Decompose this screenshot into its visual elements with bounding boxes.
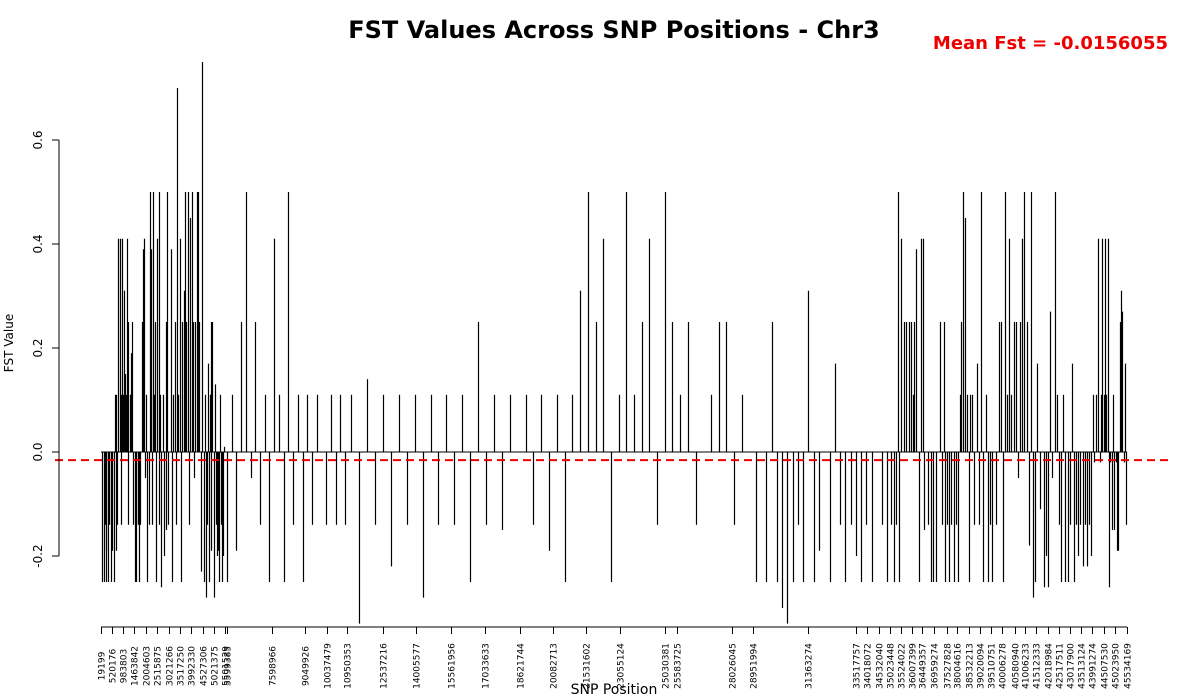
- x-tick-label: 34532040: [876, 643, 886, 689]
- x-tick-label: 5501529: [222, 646, 232, 686]
- y-tick-label: -0.2: [31, 544, 45, 567]
- x-tick-label: 36449357: [919, 643, 929, 689]
- x-tick-label: 12537216: [380, 643, 390, 689]
- x-tick-label: 3992330: [188, 646, 198, 686]
- x-tick-label: 43513124: [1078, 643, 1088, 689]
- x-tick-label: 7598966: [269, 646, 279, 686]
- x-tick-label: 3517250: [177, 646, 187, 686]
- x-tick-label: 31363274: [805, 643, 815, 689]
- x-tick-label: 35524022: [898, 643, 908, 689]
- x-tick-label: 40006278: [999, 643, 1009, 689]
- x-tick-label: 5599385: [224, 646, 234, 686]
- x-tick-label: 25583725: [674, 643, 684, 689]
- y-tick-label: 0.4: [31, 234, 45, 253]
- x-tick-label: 39510751: [988, 643, 998, 689]
- x-tick-label: 25030381: [662, 643, 672, 689]
- x-tick-label: 5021375: [211, 646, 221, 686]
- plot-area: [55, 62, 1172, 624]
- y-tick-label: 0.6: [31, 130, 45, 149]
- x-tick-label: 9049926: [302, 646, 312, 686]
- x-tick-label: 21531602: [583, 643, 593, 689]
- x-tick-label: 45023950: [1112, 643, 1122, 689]
- x-tick-label: 43991274: [1089, 643, 1099, 689]
- x-axis: 19199 520176 983803 1463842 2004603 2515875 30…: [98, 626, 1134, 689]
- y-tick-label: 0.2: [31, 338, 45, 357]
- x-tick-label: 520176: [109, 649, 119, 684]
- x-tick-label: 20082713: [550, 643, 560, 689]
- x-tick-label: 3021266: [166, 646, 176, 686]
- x-tick-label: 28951994: [750, 643, 760, 689]
- x-axis-label: SNP Position: [571, 682, 658, 698]
- fst-bars: [101, 62, 1128, 624]
- x-tick-label: 35023448: [887, 643, 897, 689]
- x-tick-label: 4527306: [200, 646, 210, 686]
- x-tick-label: 44507530: [1101, 643, 1111, 689]
- mean-fst-annotation: Mean Fst = -0.0156055: [933, 33, 1168, 54]
- chart-title: FST Values Across SNP Positions - Chr3: [348, 16, 880, 44]
- x-tick-label: 37527828: [944, 643, 954, 689]
- y-tick-label: 0.0: [31, 442, 45, 461]
- x-tick-label: 19199: [98, 651, 108, 680]
- x-tick-label: 28026045: [729, 643, 739, 689]
- x-tick-label: 42018984: [1045, 643, 1055, 689]
- x-tick-label: 41006233: [1022, 643, 1032, 689]
- x-tick-label: 14005577: [413, 643, 423, 689]
- x-tick-label: 39020094: [977, 643, 987, 689]
- x-tick-label: 36959274: [931, 643, 941, 689]
- x-tick-label: 18621744: [517, 643, 527, 689]
- x-tick-label: 38004616: [954, 643, 964, 689]
- x-tick-label: 41512333: [1033, 643, 1043, 689]
- x-tick-label: 983803: [120, 649, 130, 683]
- x-tick-label: 10950353: [344, 643, 354, 689]
- x-tick-label: 45534169: [1124, 643, 1134, 689]
- y-axis-label: FST Value: [2, 314, 16, 372]
- x-tick-label: 40580940: [1012, 643, 1022, 689]
- x-tick-label: 2515875: [154, 646, 164, 686]
- x-tick-label: 2004603: [143, 646, 153, 686]
- x-tick-label: 17033633: [482, 643, 492, 689]
- y-axis: -0.2 0.0 0.2 0.4 0.6: [31, 130, 60, 568]
- x-tick-label: 1463842: [131, 646, 141, 686]
- x-tick-label: 15561956: [448, 643, 458, 689]
- x-tick-label: 43017900: [1067, 643, 1077, 689]
- x-tick-label: 23055124: [617, 643, 627, 689]
- x-tick-label: 42517511: [1056, 643, 1066, 689]
- x-tick-label: 33517757: [853, 643, 863, 689]
- x-tick-label: 10037479: [324, 643, 334, 689]
- x-tick-label: 36007399: [909, 643, 919, 689]
- x-tick-label: 34018072: [864, 643, 874, 689]
- x-tick-label: 38532213: [966, 643, 976, 689]
